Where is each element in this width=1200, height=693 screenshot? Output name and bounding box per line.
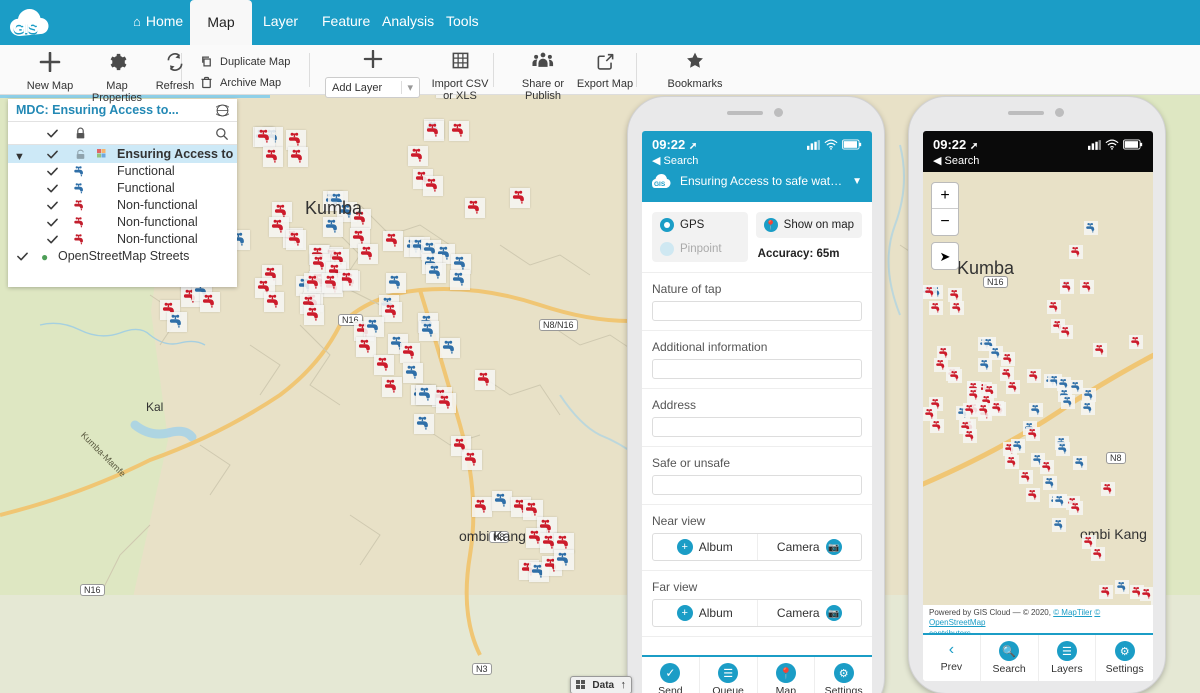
svg-text:GIS: GIS xyxy=(654,181,666,188)
